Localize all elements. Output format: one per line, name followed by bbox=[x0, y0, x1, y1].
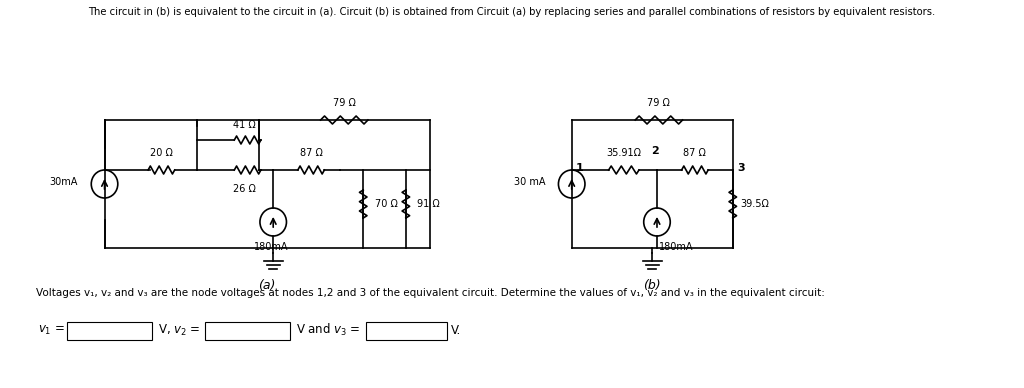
Text: 3: 3 bbox=[737, 163, 745, 173]
Text: 180mA: 180mA bbox=[658, 242, 693, 252]
Text: V and $v_3$ =: V and $v_3$ = bbox=[296, 322, 360, 338]
Text: Voltages v₁, v₂ and v₃ are the node voltages at nodes 1,2 and 3 of the equivalen: Voltages v₁, v₂ and v₃ are the node volt… bbox=[36, 288, 825, 298]
Text: 41 Ω: 41 Ω bbox=[233, 120, 256, 130]
Text: 79 Ω: 79 Ω bbox=[333, 98, 355, 108]
Text: (b): (b) bbox=[643, 279, 662, 292]
Text: 26 Ω: 26 Ω bbox=[233, 184, 256, 194]
Text: 87 Ω: 87 Ω bbox=[300, 148, 323, 158]
Text: 1: 1 bbox=[575, 163, 583, 173]
Text: 30 mA: 30 mA bbox=[514, 177, 545, 187]
Text: V.: V. bbox=[452, 324, 462, 336]
Text: 91 Ω: 91 Ω bbox=[417, 199, 440, 209]
Text: 70 Ω: 70 Ω bbox=[375, 199, 397, 209]
Text: 180mA: 180mA bbox=[254, 242, 289, 252]
FancyBboxPatch shape bbox=[67, 322, 152, 340]
Text: 2: 2 bbox=[651, 146, 659, 156]
Text: 35.91Ω: 35.91Ω bbox=[606, 148, 641, 158]
Text: 87 Ω: 87 Ω bbox=[683, 148, 707, 158]
Text: $v_1$ =: $v_1$ = bbox=[38, 324, 66, 336]
FancyBboxPatch shape bbox=[366, 322, 446, 340]
Text: (a): (a) bbox=[258, 279, 275, 292]
Text: V, $v_2$ =: V, $v_2$ = bbox=[158, 322, 200, 338]
Text: 20 Ω: 20 Ω bbox=[150, 148, 173, 158]
FancyBboxPatch shape bbox=[205, 322, 290, 340]
Text: 79 Ω: 79 Ω bbox=[647, 98, 671, 108]
Text: 39.5Ω: 39.5Ω bbox=[740, 199, 769, 209]
Text: The circuit in (b) is equivalent to the circuit in (a). Circuit (b) is obtained : The circuit in (b) is equivalent to the … bbox=[88, 7, 936, 17]
Text: 30mA: 30mA bbox=[49, 177, 78, 187]
